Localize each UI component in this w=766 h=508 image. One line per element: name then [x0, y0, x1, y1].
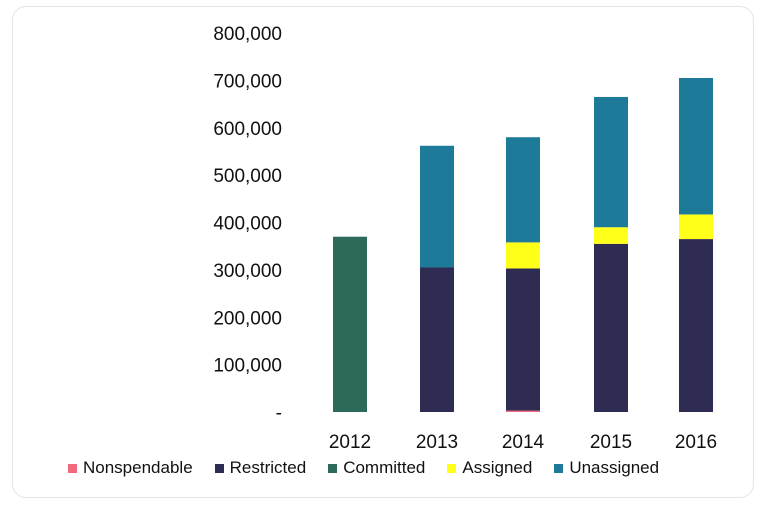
- y-tick-label: 100,000: [213, 356, 282, 377]
- bar-segment-restricted-2014: [506, 268, 540, 411]
- bar-segment-restricted-2016: [679, 239, 713, 412]
- x-tick-label: 2013: [416, 432, 458, 453]
- x-tick-label: 2015: [590, 432, 632, 453]
- legend-item-assigned: Assigned: [447, 458, 532, 478]
- legend-label: Committed: [343, 458, 426, 477]
- bar-segment-assigned-2016: [679, 214, 713, 240]
- legend-label: Assigned: [462, 458, 533, 477]
- legend-item-nonspendable: Nonspendable: [68, 458, 193, 478]
- legend-swatch: [214, 463, 224, 473]
- bar-segment-unassigned-2016: [679, 78, 713, 215]
- chart-frame: [12, 6, 754, 498]
- x-tick-label: 2012: [329, 432, 371, 453]
- bar-segment-assigned-2014: [506, 242, 540, 269]
- y-tick-label: 200,000: [213, 308, 282, 329]
- legend-label: Nonspendable: [83, 458, 193, 477]
- legend-label: Restricted: [229, 458, 307, 477]
- bar-segment-restricted-2015: [594, 243, 628, 412]
- y-tick-label: 500,000: [213, 166, 282, 187]
- x-tick-label: 2016: [675, 432, 717, 453]
- bar-segment-unassigned-2014: [506, 137, 540, 243]
- legend-swatch: [328, 463, 338, 473]
- bar-segment-restricted-2013: [420, 267, 454, 412]
- x-tick-label: 2014: [502, 432, 545, 453]
- y-tick-label: -: [276, 403, 282, 424]
- y-tick-label: 800,000: [213, 24, 282, 45]
- legend-item-unassigned: Unassigned: [554, 458, 659, 478]
- legend-swatch: [447, 463, 457, 473]
- y-tick-label: 400,000: [213, 214, 282, 235]
- chart-legend: Nonspendable Restricted Committed Assigned U…: [68, 458, 659, 478]
- legend-swatch: [554, 463, 564, 473]
- legend-label: Unassigned: [569, 458, 660, 477]
- legend-swatch: [68, 463, 77, 473]
- y-tick-label: 700,000: [213, 71, 282, 92]
- bar-segment-unassigned-2013: [420, 145, 454, 268]
- bar-segment-unassigned-2015: [594, 96, 628, 228]
- legend-item-restricted: Restricted: [214, 458, 307, 478]
- legend-item-committed: Committed: [328, 458, 425, 478]
- y-tick-label: 300,000: [213, 261, 282, 282]
- bar-segment-assigned-2015: [594, 227, 628, 244]
- bar-segment-nonspendable-2014: [506, 410, 540, 412]
- y-tick-label: 600,000: [213, 119, 282, 140]
- bar-segment-committed-2012: [333, 236, 367, 412]
